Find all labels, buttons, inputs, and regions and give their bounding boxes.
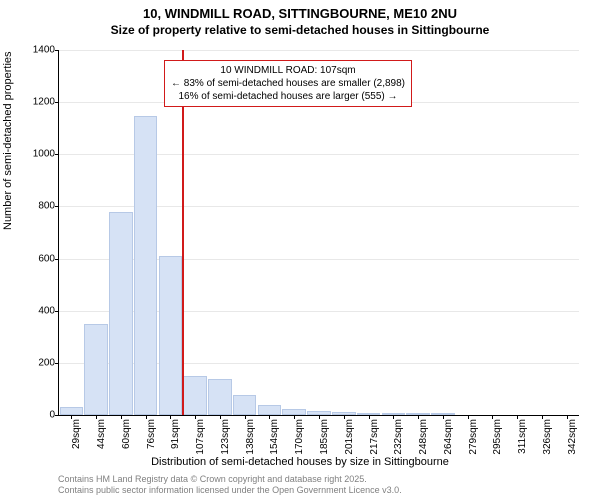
histogram-bar [233, 395, 257, 415]
chart-container: 10, WINDMILL ROAD, SITTINGBOURNE, ME10 2… [0, 0, 600, 500]
xtick-label: 295sqm [492, 419, 503, 455]
xtick-label: 91sqm [170, 419, 181, 449]
ytick-label: 0 [49, 410, 59, 421]
xtick-label: 138sqm [245, 419, 256, 455]
xtick-label: 311sqm [517, 419, 528, 454]
xtick-label: 44sqm [96, 419, 107, 449]
xtick-label: 29sqm [71, 419, 82, 449]
ytick-label: 200 [38, 357, 59, 368]
ytick-label: 1400 [33, 45, 59, 56]
xtick-label: 170sqm [294, 419, 305, 455]
xtick-label: 248sqm [418, 419, 429, 455]
xtick-label: 201sqm [344, 419, 355, 455]
histogram-bar [84, 324, 108, 415]
xtick-label: 264sqm [443, 419, 454, 455]
xtick-label: 123sqm [220, 419, 231, 455]
ytick-label: 600 [38, 253, 59, 264]
histogram-bar [159, 256, 183, 415]
attribution-line1: Contains HM Land Registry data © Crown c… [58, 474, 402, 485]
xtick-label: 232sqm [393, 419, 404, 455]
xtick-label: 154sqm [269, 419, 280, 455]
ytick-label: 800 [38, 201, 59, 212]
title-main: 10, WINDMILL ROAD, SITTINGBOURNE, ME10 2… [0, 0, 600, 21]
x-axis-label: Distribution of semi-detached houses by … [0, 456, 600, 468]
histogram-bar [134, 116, 158, 415]
attribution-text: Contains HM Land Registry data © Crown c… [58, 474, 402, 496]
histogram-bar [109, 212, 133, 415]
xtick-label: 342sqm [567, 419, 578, 455]
histogram-bar [208, 379, 232, 415]
annotation-line: ← 83% of semi-detached houses are smalle… [171, 77, 405, 90]
histogram-bar [258, 405, 282, 415]
annotation-line: 10 WINDMILL ROAD: 107sqm [171, 64, 405, 77]
chart-plot-area: 020040060080010001200140029sqm44sqm60sqm… [58, 50, 579, 416]
xtick-label: 185sqm [319, 419, 330, 455]
histogram-bar [183, 376, 207, 415]
y-axis-label: Number of semi-detached properties [2, 51, 14, 230]
ytick-label: 400 [38, 305, 59, 316]
annotation-line: 16% of semi-detached houses are larger (… [171, 90, 405, 103]
xtick-label: 76sqm [146, 419, 157, 449]
annotation-box: 10 WINDMILL ROAD: 107sqm← 83% of semi-de… [164, 60, 412, 107]
xtick-label: 217sqm [369, 419, 380, 455]
attribution-line2: Contains public sector information licen… [58, 485, 402, 496]
ytick-label: 1000 [33, 149, 59, 160]
xtick-label: 107sqm [195, 419, 206, 455]
xtick-label: 60sqm [121, 419, 132, 449]
xtick-label: 279sqm [468, 419, 479, 455]
gridline [59, 50, 579, 51]
histogram-bar [60, 407, 84, 415]
title-sub: Size of property relative to semi-detach… [0, 21, 600, 37]
ytick-label: 1200 [33, 97, 59, 108]
xtick-label: 326sqm [542, 419, 553, 455]
